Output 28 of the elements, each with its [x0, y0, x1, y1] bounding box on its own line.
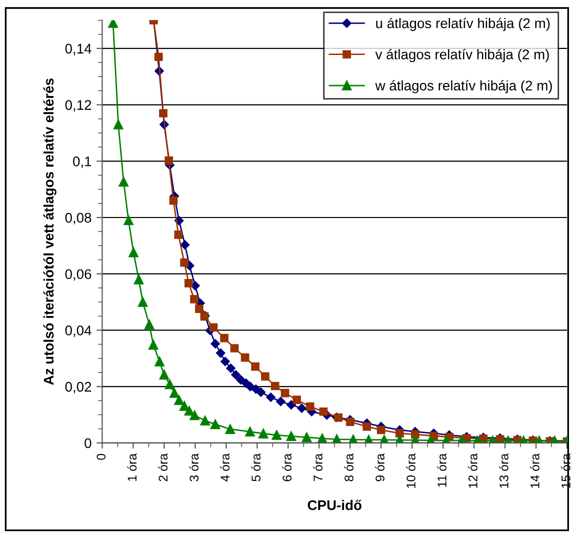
x-axis-title: CPU-idő: [308, 500, 362, 510]
x-tick-label: 3 óra: [189, 453, 199, 482]
y-axis-title: Az utolsó iterációtól vett átlagos relatív eltérés: [43, 78, 56, 385]
y-tick-label: 0,04: [65, 326, 92, 338]
legend-label: v átlagos relatív hibája (2 m): [375, 48, 549, 62]
y-tick-label: 0,14: [65, 44, 92, 56]
x-tick-label: 5 óra: [251, 453, 260, 482]
legend-label: u átlagos relatív hibája (2 m): [376, 18, 550, 31]
x-tick-label: 1 óra: [127, 453, 137, 481]
x-tick-label: 11 óra: [437, 453, 446, 487]
x-tick-label: 9 óra: [375, 453, 384, 482]
x-tick-label: 0: [96, 454, 106, 460]
x-tick-label: 7 óra: [313, 453, 322, 482]
x-tick-label: 6 óra: [282, 453, 292, 482]
y-tick-label: 0,12: [65, 100, 92, 112]
x-tick-label: 4 óra: [220, 453, 230, 482]
legend-label: w átlagos relatív hibája (2 m): [375, 80, 552, 94]
x-tick-label: 14 óra: [530, 453, 540, 488]
x-tick-label: 10 óra: [406, 453, 416, 488]
y-tick-label: 0: [84, 438, 92, 448]
x-tick-label: 13 óra: [499, 453, 508, 488]
y-tick-label: 0,08: [65, 212, 92, 224]
x-tick-label: 12 óra: [468, 453, 478, 488]
y-tick-label: 0,1: [73, 156, 92, 168]
x-tick-label: 8 óra: [344, 453, 354, 482]
x-tick-label: 2 óra: [158, 453, 168, 482]
y-tick-label: 0,06: [65, 269, 92, 281]
y-tick-label: 0,02: [65, 382, 92, 394]
